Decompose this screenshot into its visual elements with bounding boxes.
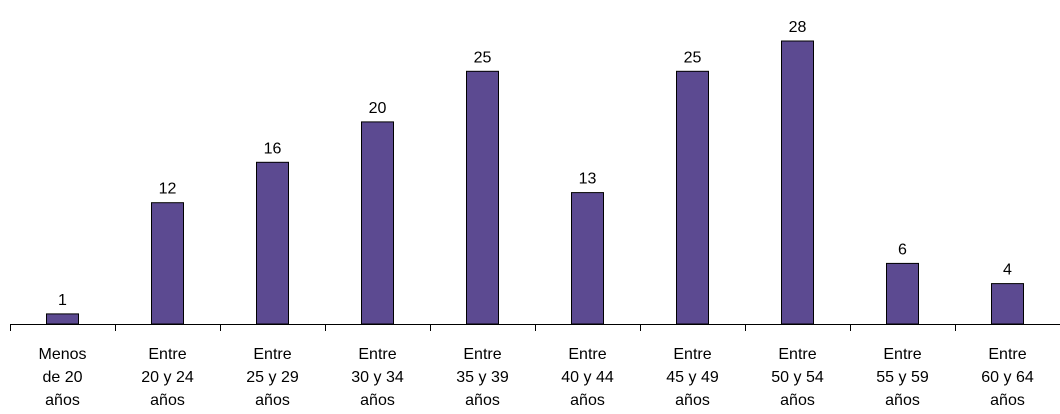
category-label-line: años <box>570 392 605 409</box>
bar <box>571 192 604 325</box>
bar-value-label: 25 <box>474 49 492 66</box>
category-label: Entre 30 y 34 años <box>351 346 404 409</box>
category-label: Entre 20 y 24 años <box>141 346 194 409</box>
bar-value-label: 13 <box>579 171 597 188</box>
bar <box>991 283 1024 325</box>
bar <box>781 40 814 325</box>
bar-value-label: 16 <box>264 140 282 157</box>
bar <box>676 70 709 325</box>
category-label-line: años <box>360 392 395 409</box>
category-label-line: Entre <box>568 346 606 363</box>
category-label-line: años <box>255 392 290 409</box>
value-labels-group: 1 12 16 20 25 13 25 28 6 4 <box>58 19 1012 309</box>
category-label-line: Entre <box>358 346 396 363</box>
category-label-line: 20 y 24 <box>141 369 194 386</box>
bar-value-label: 6 <box>898 241 907 258</box>
category-labels-group: Menos de 20 años Entre 20 y 24 años Entre 25 y … <box>38 346 1033 409</box>
bar-value-label: 1 <box>58 292 67 309</box>
category-label-line: Menos <box>38 346 86 363</box>
category-label-line: 25 y 29 <box>246 369 299 386</box>
category-label: Entre 45 y 49 años <box>666 346 719 409</box>
category-label-line: 50 y 54 <box>771 369 824 386</box>
bar-value-label: 12 <box>159 181 177 198</box>
category-label-line: 60 y 64 <box>981 369 1034 386</box>
category-label: Entre 35 y 39 años <box>456 346 509 409</box>
category-label-line: años <box>150 392 185 409</box>
bar-value-label: 28 <box>789 19 807 36</box>
category-label-line: Entre <box>883 346 921 363</box>
bar <box>46 313 79 325</box>
bar-value-label: 25 <box>684 49 702 66</box>
category-label-line: años <box>45 392 80 409</box>
category-label-line: Entre <box>253 346 291 363</box>
category-label-line: Entre <box>463 346 501 363</box>
category-label-line: 40 y 44 <box>561 369 614 386</box>
category-label-line: Entre <box>148 346 186 363</box>
category-label-line: de 20 <box>42 369 82 386</box>
category-label: Entre 25 y 29 años <box>246 346 299 409</box>
category-label: Entre 60 y 64 años <box>981 346 1034 409</box>
bars-group <box>46 40 1024 325</box>
category-label-line: años <box>675 392 710 409</box>
category-label-line: 45 y 49 <box>666 369 719 386</box>
bar <box>361 121 394 325</box>
category-label-line: años <box>885 392 920 409</box>
category-label: Menos de 20 años <box>38 346 86 409</box>
bar-value-label: 4 <box>1003 262 1012 279</box>
bar <box>151 202 184 325</box>
category-label-line: 35 y 39 <box>456 369 509 386</box>
bar <box>466 70 499 325</box>
category-label-line: Entre <box>988 346 1026 363</box>
category-label: Entre 55 y 59 años <box>876 346 929 409</box>
category-label-line: Entre <box>673 346 711 363</box>
category-label-line: 30 y 34 <box>351 369 404 386</box>
category-label-line: Entre <box>778 346 816 363</box>
category-label-line: años <box>990 392 1025 409</box>
category-label-line: años <box>465 392 500 409</box>
x-axis-ticks-group <box>10 324 956 331</box>
bar <box>886 262 919 325</box>
category-label: Entre 40 y 44 años <box>561 346 614 409</box>
bar-value-label: 20 <box>369 100 387 117</box>
category-label-line: años <box>780 392 815 409</box>
category-label-line: 55 y 59 <box>876 369 929 386</box>
category-label: Entre 50 y 54 años <box>771 346 824 409</box>
bar <box>256 161 289 325</box>
